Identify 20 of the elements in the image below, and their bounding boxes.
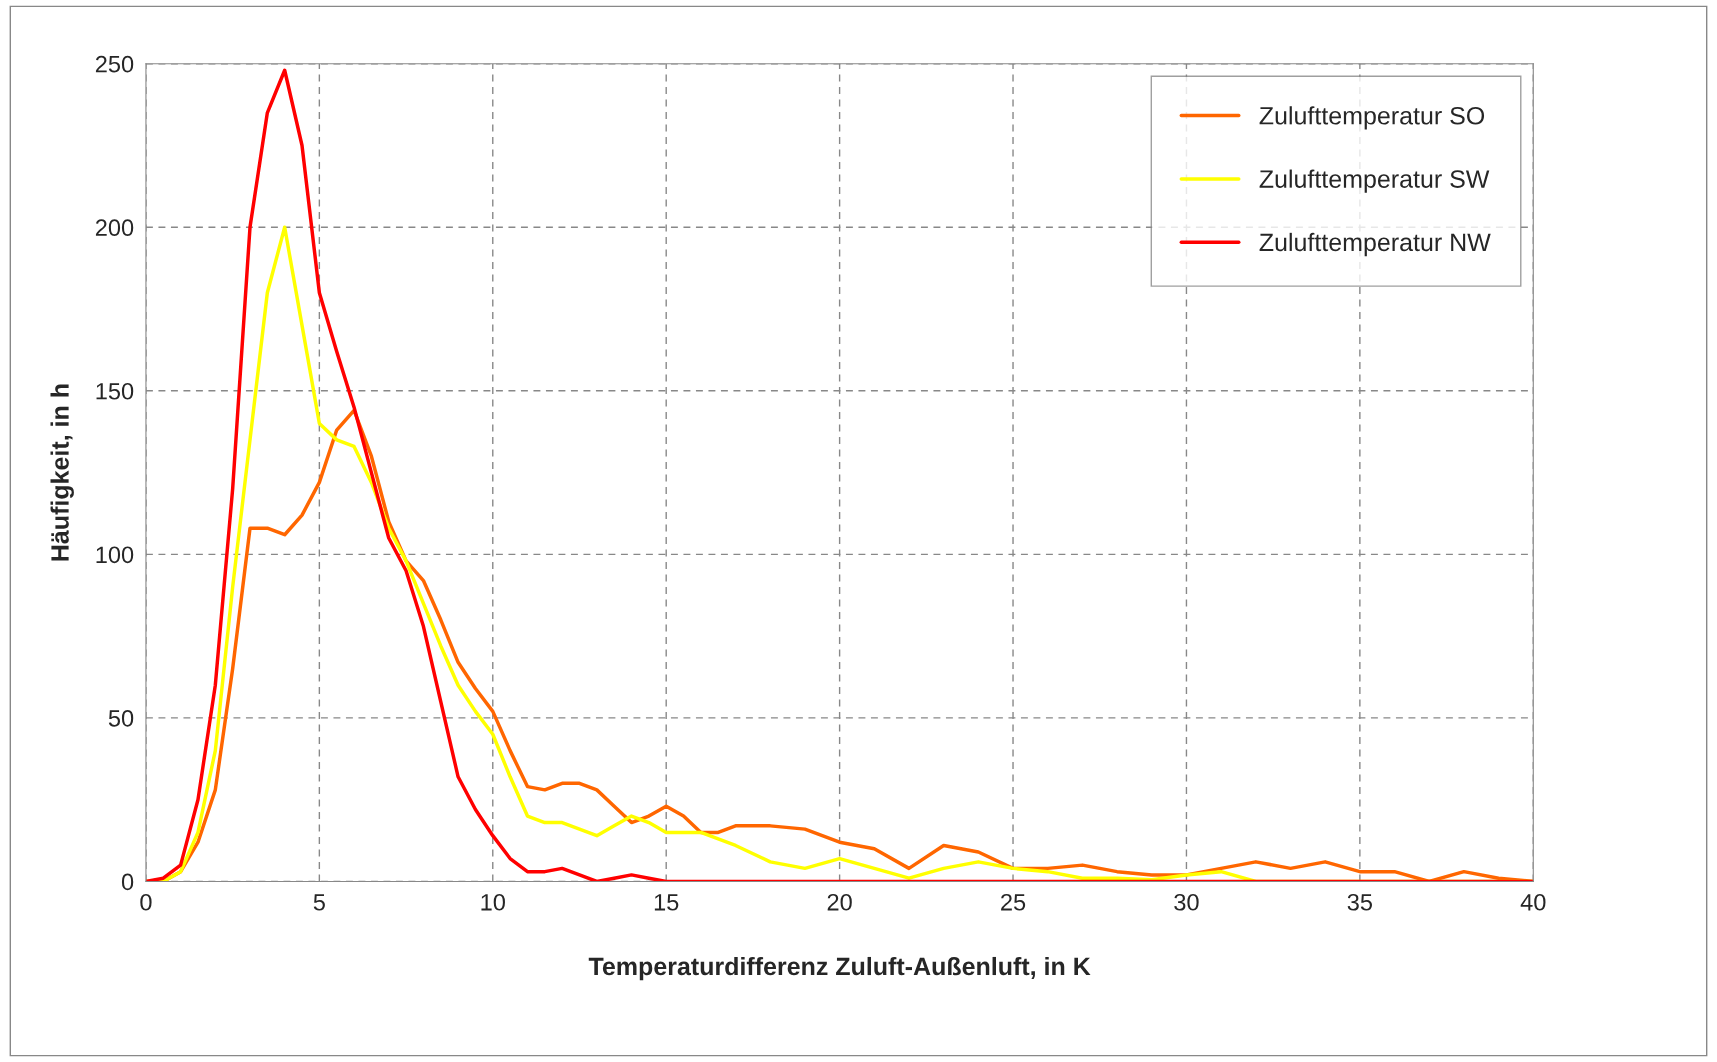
y-tick-label: 50 — [108, 709, 134, 727]
legend-label: Zulufttemperatur SW — [1259, 169, 1490, 193]
legend-label: Zulufttemperatur NW — [1259, 232, 1491, 257]
y-tick-label: 100 — [96, 546, 134, 564]
x-tick-label: 30 — [1174, 893, 1199, 911]
y-axis-title: Häufigkeit, in h — [50, 384, 74, 561]
y-tick-label: 250 — [95, 55, 134, 73]
x-tick-label: 35 — [1347, 893, 1373, 911]
x-axis-title: Temperaturdifferenz Zuluft-Außenluft, in K — [588, 956, 1091, 981]
y-tick-label: 0 — [121, 873, 134, 891]
x-tick-label: 25 — [1001, 893, 1026, 911]
legend-label: Zulufttemperatur SO — [1259, 106, 1485, 130]
x-tick-label: 15 — [654, 894, 679, 911]
x-tick-label: 0 — [140, 893, 152, 911]
x-tick-label: 5 — [313, 894, 325, 911]
y-tick-label: 150 — [96, 382, 134, 400]
x-tick-label: 40 — [1520, 893, 1546, 911]
x-tick-label: 20 — [827, 893, 852, 911]
x-tick-label: 10 — [481, 893, 505, 911]
y-tick-label: 200 — [95, 219, 134, 237]
